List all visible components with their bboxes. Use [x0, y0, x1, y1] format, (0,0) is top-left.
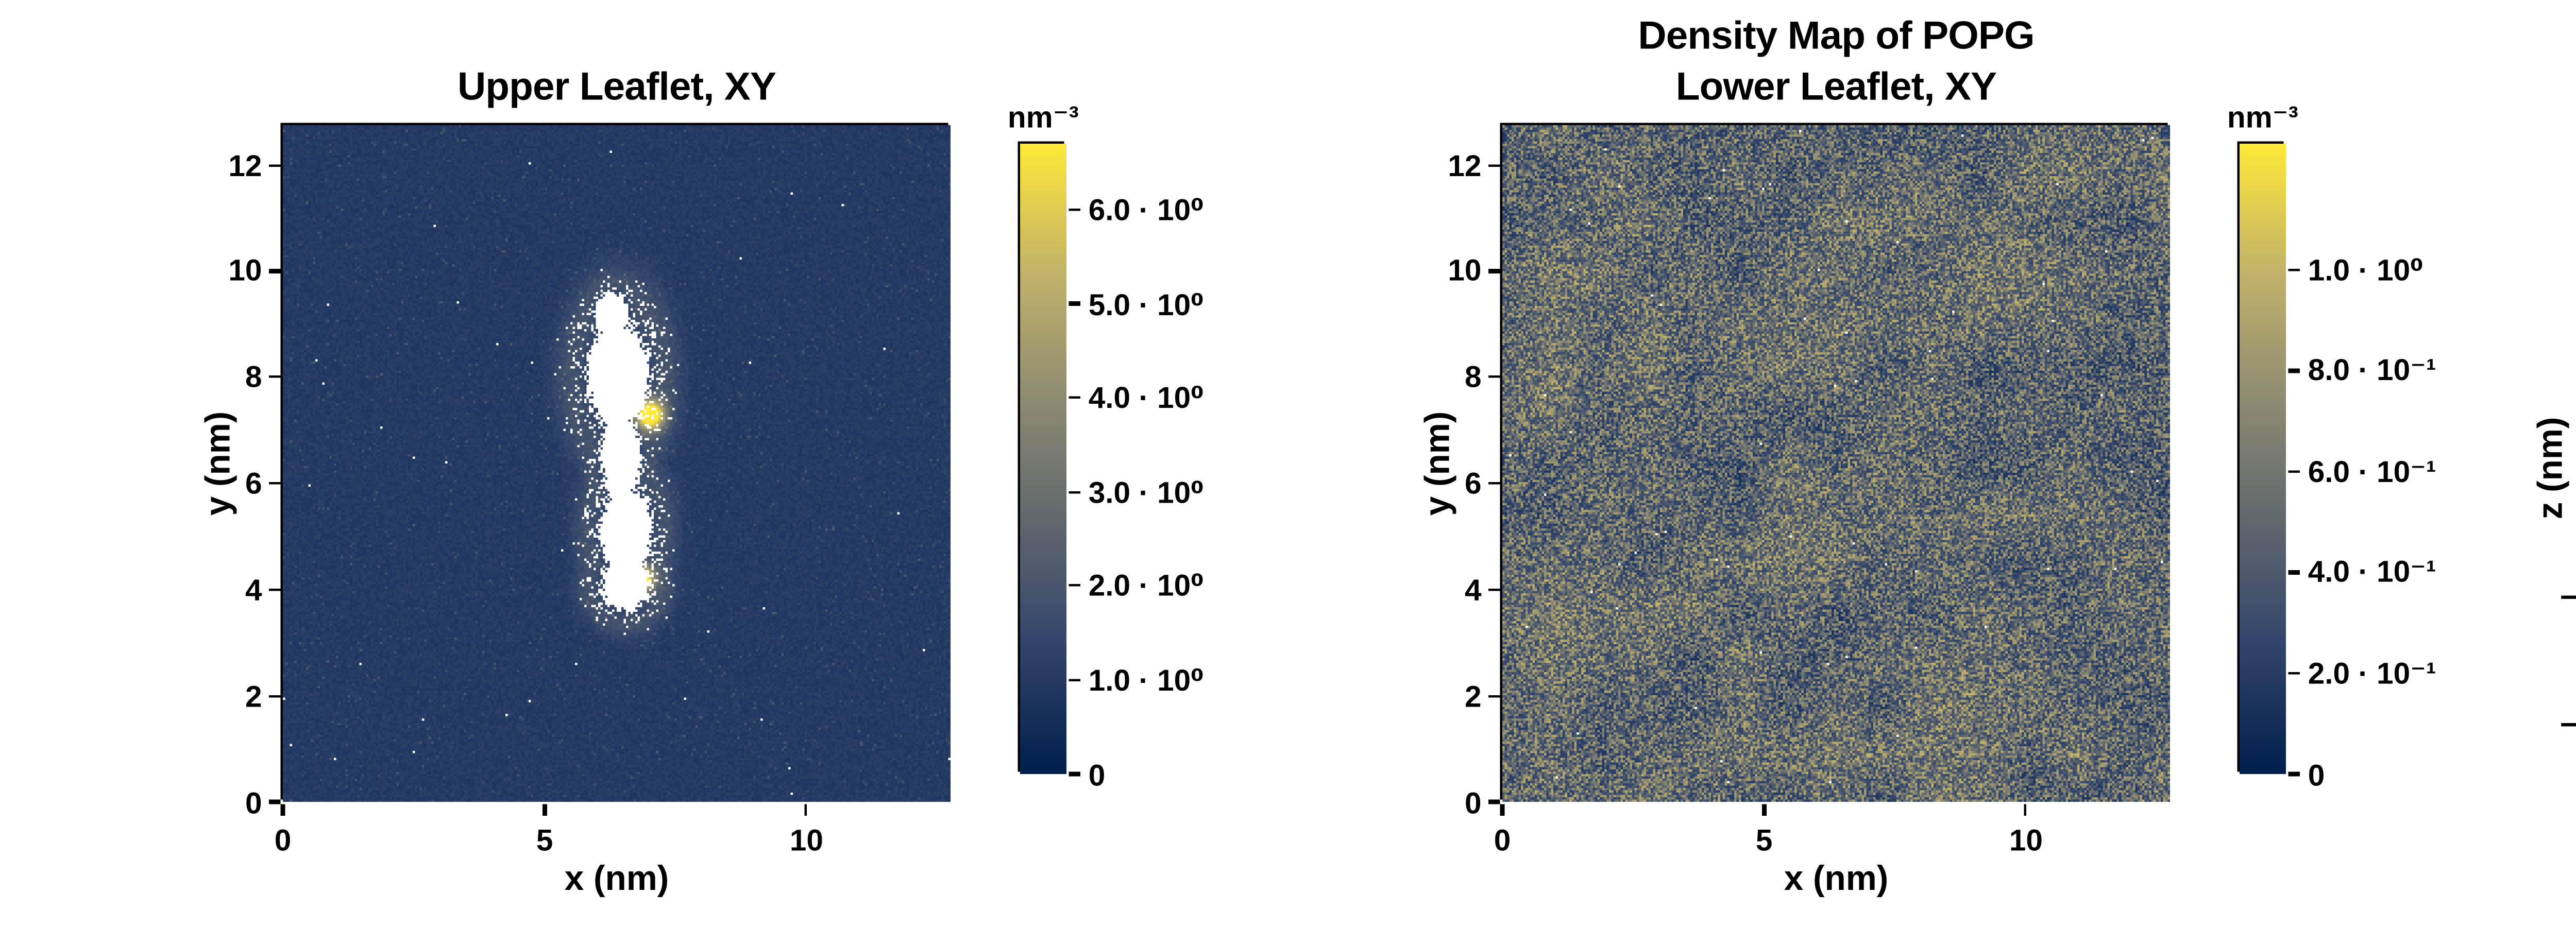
colorbar-tick-label: 0	[2308, 757, 2325, 792]
heatmap-canvas-upper-leaflet	[282, 125, 951, 802]
colorbar-tick-mark	[2289, 470, 2299, 473]
colorbar-tick-mark	[1069, 396, 1080, 399]
colorbar-tick-mark	[2289, 369, 2299, 372]
y-tick-mark	[268, 482, 280, 485]
colorbar-tick-label: 3.0 · 10⁰	[1088, 474, 1204, 509]
x-tick-label: 5	[536, 821, 553, 856]
colorbar-tick-mark	[1069, 490, 1080, 493]
colorbar-gradient-lower-leaflet	[2239, 143, 2286, 774]
y-tick-mark	[268, 163, 280, 166]
colorbar-unit-label-upper-leaflet: nm⁻³	[1007, 99, 1079, 135]
x-axis-label-upper-leaflet: x (nm)	[564, 860, 669, 899]
colorbar-tick-mark	[1069, 302, 1080, 305]
x-tick-label: 10	[2009, 821, 2043, 856]
colorbar-tick-mark	[1069, 584, 1080, 588]
colorbar-tick-label: 4.0 · 10⁻¹	[2308, 555, 2436, 590]
y-tick-label: 8	[1464, 359, 1482, 395]
y-tick-label: 2	[1464, 678, 1482, 713]
y-tick-label: 4	[1464, 572, 1482, 607]
colorbar-lower-leaflet	[2236, 141, 2286, 774]
panel-title-lower-leaflet: Lower Leaflet, XY	[1675, 65, 1997, 109]
heatmap-plot-upper-leaflet	[280, 122, 951, 802]
colorbar-tick-label: 4.0 · 10⁰	[1088, 380, 1204, 415]
colorbar-unit-label-lower-leaflet: nm⁻³	[2227, 99, 2299, 135]
colorbar-tick-label: 1.0 · 10⁰	[1088, 662, 1204, 698]
colorbar-tick-mark	[1069, 208, 1080, 211]
colorbar-tick-label: 6.0 · 10⁻¹	[2308, 454, 2436, 489]
colorbar-tick-mark	[1069, 678, 1080, 681]
colorbar-tick-label: 2.0 · 10⁰	[1088, 568, 1204, 604]
y-tick-mark	[268, 588, 280, 591]
colorbar-tick-mark	[2289, 268, 2299, 271]
y-tick-mark	[268, 694, 280, 697]
y-tick-label: 0	[2455, 451, 2576, 486]
y-tick-label: 0	[245, 784, 262, 819]
y-tick-mark	[1488, 800, 1500, 803]
y-tick-mark	[1488, 163, 1500, 166]
x-tick-mark	[543, 804, 546, 816]
y-tick-label: 0	[1464, 784, 1482, 819]
colorbar-upper-leaflet	[1017, 141, 1066, 774]
y-tick-label: 8	[245, 359, 262, 395]
colorbar-tick-label: 6.0 · 10⁰	[1088, 192, 1204, 227]
colorbar-gradient-upper-leaflet	[1020, 143, 1066, 774]
colorbar-tick-label: 2.0 · 10⁻¹	[2308, 656, 2436, 691]
x-axis-label-lower-leaflet: x (nm)	[1784, 860, 1889, 899]
x-tick-mark	[2024, 804, 2028, 816]
y-tick-label: 10	[228, 253, 262, 289]
y-tick-mark	[1488, 588, 1500, 591]
x-tick-mark	[1501, 804, 1504, 816]
colorbar-tick-label: 5.0 · 10⁰	[1088, 286, 1204, 321]
colorbar-tick-label: 1.0 · 10⁰	[2308, 252, 2424, 287]
heatmap-canvas-lower-leaflet	[1502, 125, 2170, 802]
figure-suptitle: Density Map of POPG	[1638, 14, 2035, 58]
x-tick-mark	[805, 804, 808, 816]
y-tick-mark	[1488, 482, 1500, 485]
x-tick-label: 0	[274, 821, 292, 856]
y-tick-mark	[1488, 269, 1500, 273]
x-tick-mark	[281, 804, 284, 816]
x-tick-label: 5	[1755, 821, 1773, 856]
y-tick-mark	[1488, 375, 1500, 379]
y-tick-label: 4	[245, 572, 262, 607]
y-tick-label: 12	[228, 147, 262, 183]
y-tick-mark	[268, 800, 280, 803]
colorbar-tick-label: 8.0 · 10⁻¹	[2308, 353, 2436, 388]
colorbar-tick-mark	[2289, 672, 2299, 675]
colorbar-tick-label: 0	[1088, 757, 1106, 792]
y-tick-mark	[268, 375, 280, 379]
panel-title-upper-leaflet: Upper Leaflet, XY	[457, 65, 776, 109]
y-tick-mark	[268, 269, 280, 273]
y-tick-label: 10	[1448, 253, 1482, 289]
y-tick-label: 2	[2455, 322, 2576, 357]
y-tick-label: 12	[1448, 147, 1482, 183]
x-tick-label: 0	[1494, 821, 1511, 856]
x-tick-label: 0.0	[2534, 821, 2576, 856]
heatmap-plot-lower-leaflet	[1499, 122, 2170, 802]
colorbar-tick-mark	[1069, 772, 1080, 776]
x-tick-label: 10	[789, 821, 823, 856]
y-tick-label: 6	[245, 466, 262, 501]
y-tick-label: 2	[245, 678, 262, 713]
y-tick-label: −2	[2560, 579, 2576, 614]
y-tick-label: 6	[1464, 466, 1482, 501]
colorbar-tick-mark	[2289, 571, 2299, 574]
colorbar-tick-mark	[2289, 772, 2299, 776]
y-tick-mark	[1488, 694, 1500, 697]
x-tick-mark	[1762, 804, 1766, 816]
y-tick-label: 4	[2455, 194, 2576, 229]
y-tick-label: −4	[2560, 707, 2576, 743]
